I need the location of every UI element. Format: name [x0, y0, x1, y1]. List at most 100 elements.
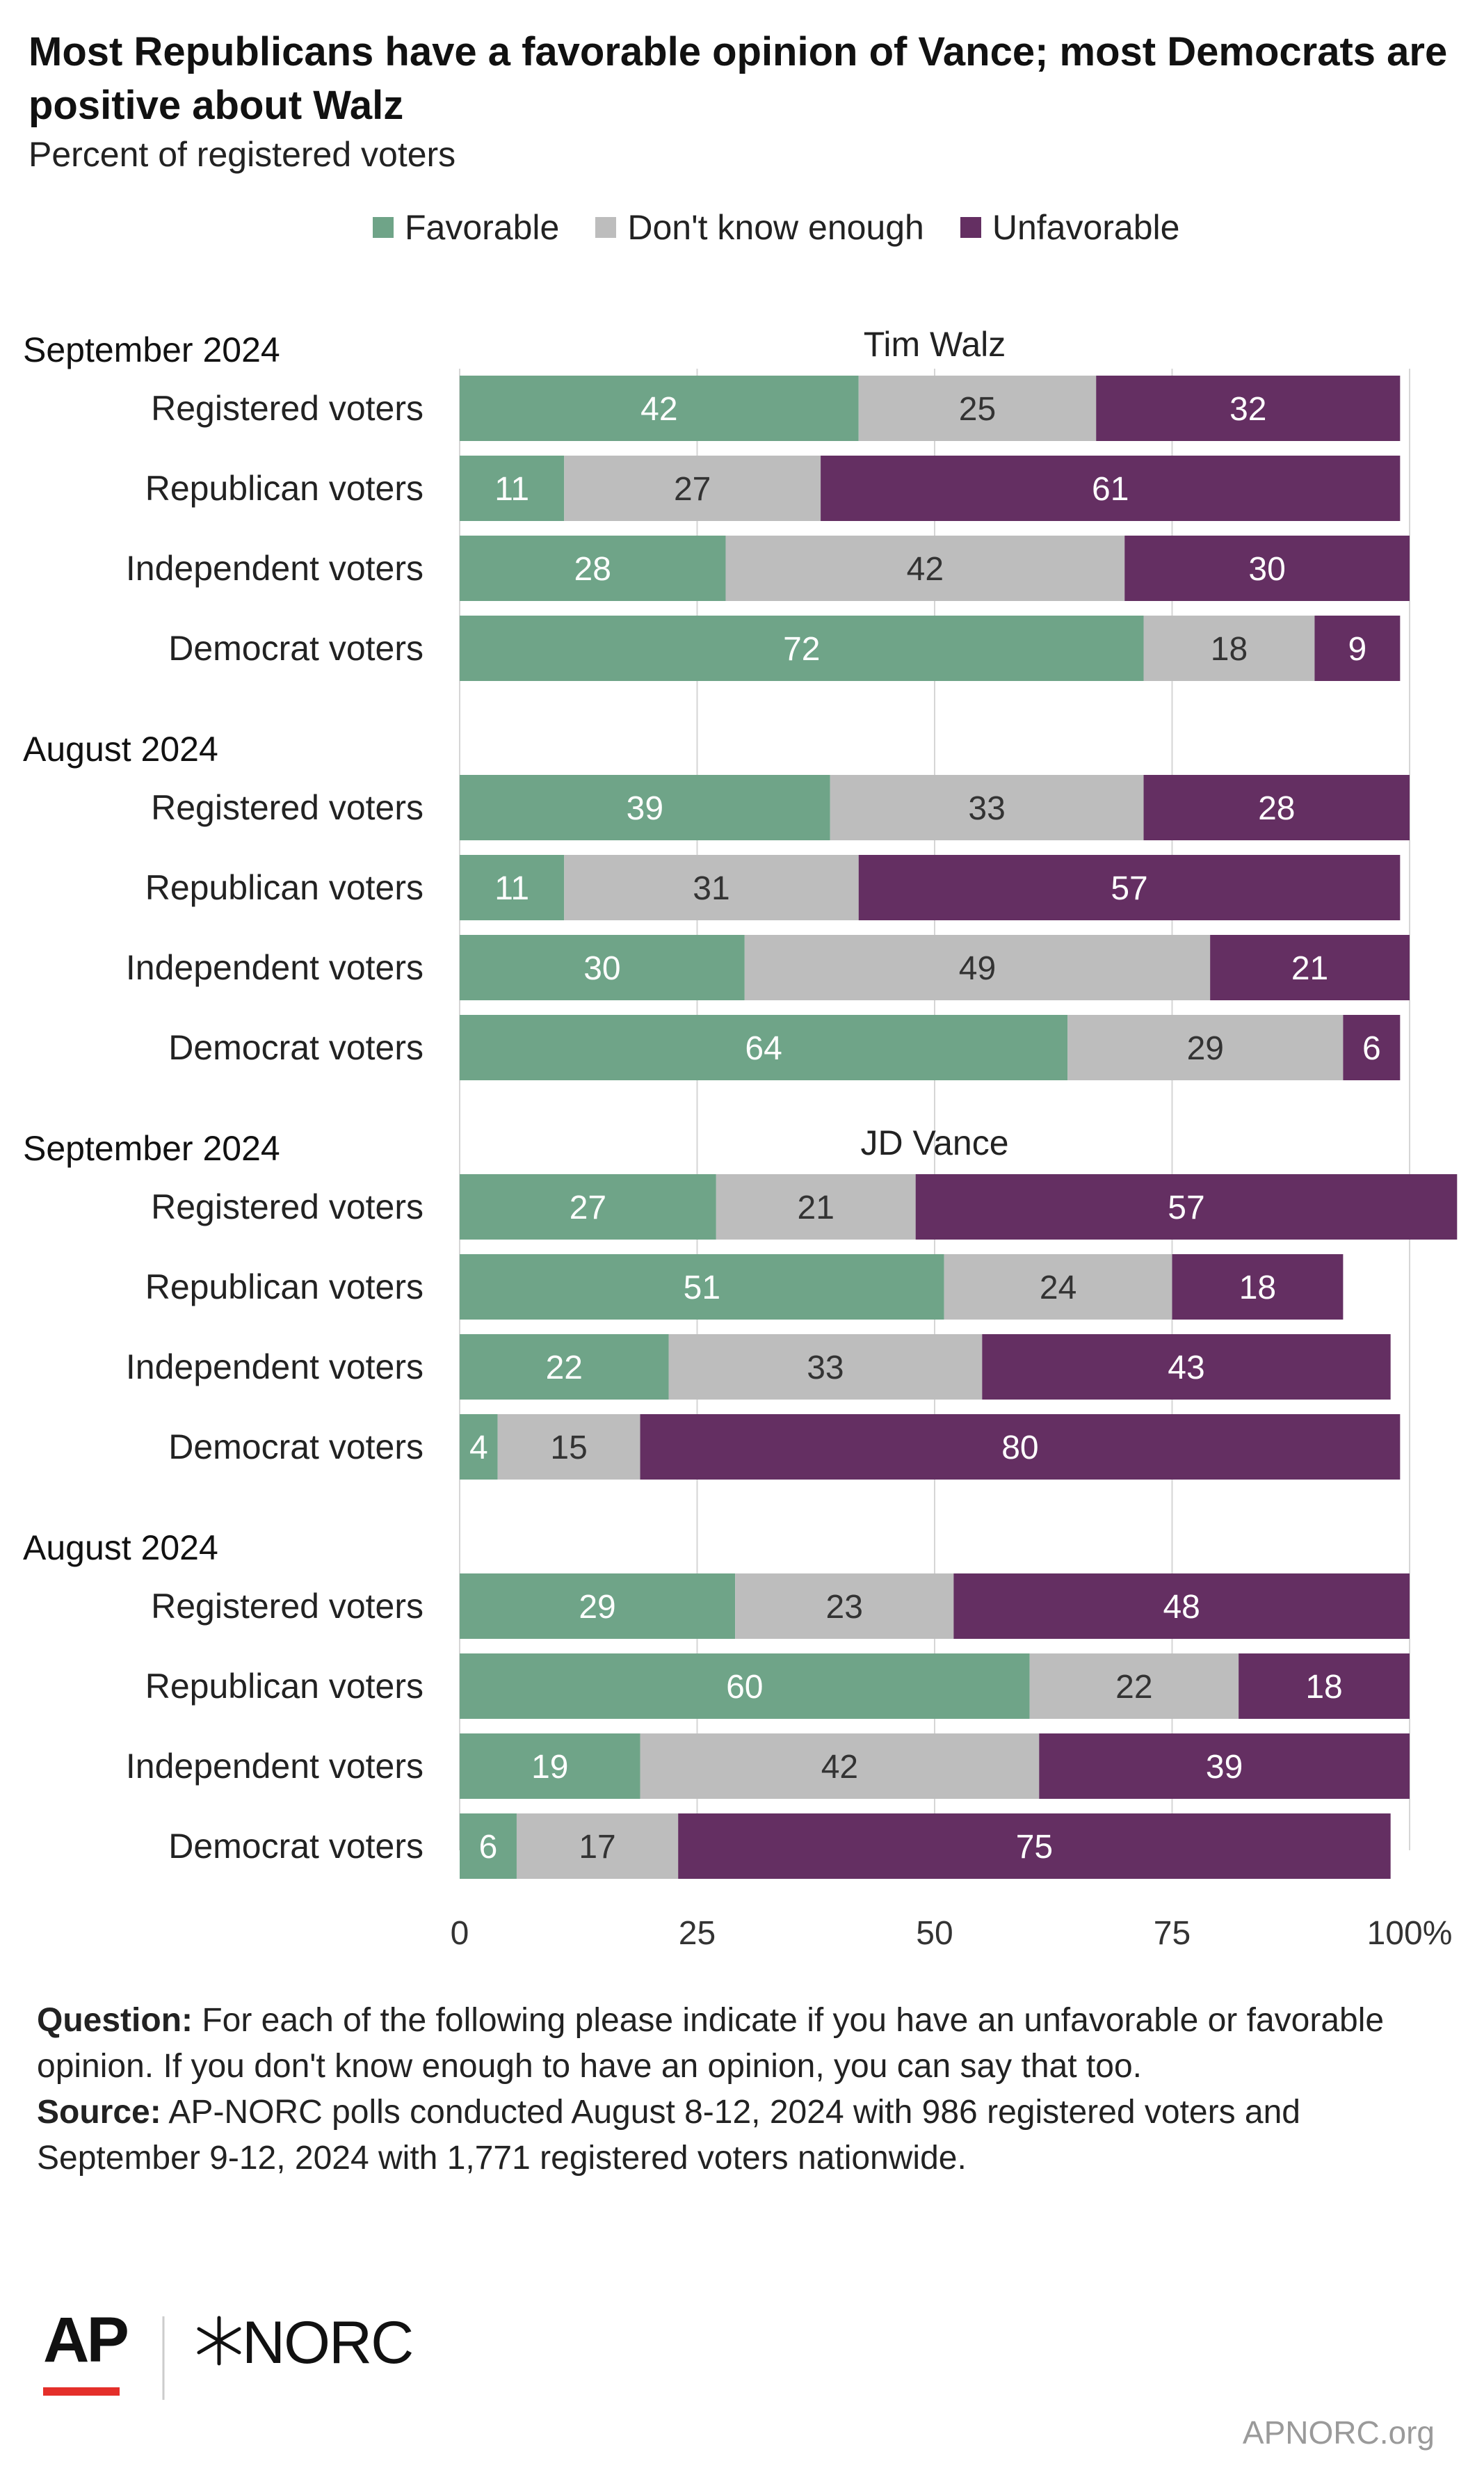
question-lead: Question: — [37, 2002, 193, 2039]
data-label-dont-know: 29 — [1187, 1030, 1224, 1067]
bar-segment-unfavorable — [1343, 1015, 1401, 1080]
legend-item-favorable: Favorable — [373, 205, 559, 250]
data-label-dont-know: 33 — [968, 790, 1005, 827]
candidate-heading: Tim Walz — [864, 325, 1006, 364]
data-label-unfavorable: 80 — [1001, 1429, 1038, 1466]
bar-segment-favorable — [460, 1573, 736, 1639]
legend: Favorable Don't know enough Unfavorable — [373, 205, 1216, 250]
data-label-dont-know: 24 — [1040, 1269, 1076, 1306]
bar-segment-unfavorable — [1172, 1254, 1344, 1320]
source-lead: Source: — [37, 2094, 161, 2131]
data-label-dont-know: 22 — [1115, 1669, 1152, 1706]
bar-segment-favorable — [460, 1813, 517, 1879]
data-label-unfavorable: 6 — [1362, 1030, 1381, 1067]
bar-segment-favorable — [460, 855, 565, 920]
chart-subtitle: Percent of registered voters — [29, 135, 456, 174]
bars — [460, 376, 1458, 1879]
bar-segment-favorable — [460, 935, 745, 1000]
data-label-dont-know: 27 — [674, 471, 711, 508]
question-text: For each of the following please indicat… — [37, 2002, 1385, 2085]
bar-segment-dont-know — [1143, 616, 1315, 681]
row-label: Independent voters — [126, 549, 424, 588]
data-label-dont-know: 25 — [959, 391, 996, 428]
data-label-favorable: 27 — [570, 1189, 606, 1226]
source-note: Source: AP-NORC polls conducted August 8… — [37, 2090, 1449, 2181]
row-label: Democrat voters — [168, 1827, 424, 1866]
norc-logo: NORC — [242, 2309, 412, 2376]
data-label-favorable: 64 — [745, 1030, 782, 1067]
period-label: September 2024 — [23, 330, 280, 369]
period-label: September 2024 — [23, 1129, 280, 1168]
data-label-dont-know: 18 — [1211, 631, 1248, 668]
data-label-unfavorable: 30 — [1248, 551, 1285, 588]
data-label-dont-know: 21 — [798, 1189, 834, 1226]
bar-segment-favorable — [460, 1015, 1068, 1080]
ap-logo-underline — [43, 2387, 120, 2396]
data-label-favorable: 60 — [726, 1669, 763, 1706]
stacked-bar-chart: 0 25 50 75 100% September 2024 Tim Walz Registe… — [23, 325, 1458, 1952]
bar-segment-favorable — [460, 456, 565, 521]
row-label: Republican voters — [145, 469, 424, 508]
bar-segment-unfavorable — [1039, 1733, 1410, 1799]
legend-swatch-favorable — [373, 217, 394, 238]
data-label-unfavorable: 43 — [1168, 1349, 1204, 1386]
row-label: Republican voters — [145, 1267, 424, 1306]
data-label-favorable: 72 — [783, 631, 820, 668]
bar-segment-favorable — [460, 536, 726, 601]
bar-segment-dont-know — [668, 1334, 983, 1400]
data-label-dont-know: 42 — [821, 1749, 858, 1786]
data-label-favorable: 29 — [579, 1589, 615, 1626]
bar-segment-favorable — [460, 1653, 1030, 1719]
bar-segment-dont-know — [1029, 1653, 1239, 1719]
bar-segment-favorable — [460, 376, 859, 441]
bar-segment-dont-know — [725, 536, 1125, 601]
data-label-favorable: 51 — [684, 1269, 720, 1306]
data-label-favorable: 11 — [494, 471, 529, 508]
x-tick-label: 50 — [916, 1915, 953, 1952]
data-label-favorable: 28 — [574, 551, 611, 588]
data-label-dont-know: 15 — [550, 1429, 587, 1466]
row-label: Independent voters — [126, 1747, 424, 1786]
question-note: Question: For each of the following plea… — [37, 1998, 1449, 2090]
data-label-favorable: 11 — [494, 870, 529, 907]
data-label-dont-know: 17 — [579, 1829, 615, 1866]
legend-label-favorable: Favorable — [405, 208, 560, 247]
bar-segment-dont-know — [944, 1254, 1172, 1320]
row-label: Republican voters — [145, 868, 424, 907]
bar-segment-favorable — [460, 775, 830, 840]
bar-segment-favorable — [460, 1414, 498, 1480]
x-tick-label: 75 — [1154, 1915, 1191, 1952]
legend-label-unfavorable: Unfavorable — [992, 208, 1180, 247]
bar-segment-unfavorable — [1124, 536, 1410, 601]
bar-segment-favorable — [460, 1334, 669, 1400]
bar-segment-favorable — [460, 1174, 716, 1240]
bar-segment-unfavorable — [858, 855, 1401, 920]
period-label: August 2024 — [23, 730, 218, 769]
data-label-unfavorable: 57 — [1111, 870, 1147, 907]
row-label: Independent voters — [126, 948, 424, 987]
bar-segment-unfavorable — [640, 1414, 1401, 1480]
chart-title: Most Republicans have a favorable opinio… — [29, 29, 1448, 128]
ap-logo: AP — [43, 2309, 127, 2375]
bar-segment-unfavorable — [915, 1174, 1458, 1240]
website-domain: APNORC.org — [1242, 2414, 1435, 2451]
row-label: Independent voters — [126, 1347, 424, 1386]
bar-segment-unfavorable — [1239, 1653, 1410, 1719]
candidate-heading: JD Vance — [860, 1123, 1008, 1162]
data-label-unfavorable: 61 — [1092, 471, 1129, 508]
bar-segment-unfavorable — [1143, 775, 1410, 840]
data-label-unfavorable: 18 — [1239, 1269, 1276, 1306]
data-label-dont-know: 31 — [693, 870, 729, 907]
row-label: Registered voters — [151, 389, 424, 428]
data-label-unfavorable: 9 — [1348, 631, 1367, 668]
bar-segment-dont-know — [497, 1414, 640, 1480]
period-label: August 2024 — [23, 1528, 218, 1567]
bar-segment-dont-know — [564, 456, 821, 521]
bar-segment-favorable — [460, 616, 1144, 681]
legend-swatch-unfavorable — [960, 217, 981, 238]
data-label-dont-know: 23 — [826, 1589, 863, 1626]
data-label-favorable: 30 — [583, 950, 620, 987]
row-label: Democrat voters — [168, 1427, 424, 1466]
bar-segment-unfavorable — [678, 1813, 1391, 1879]
row-label: Registered voters — [151, 788, 424, 827]
